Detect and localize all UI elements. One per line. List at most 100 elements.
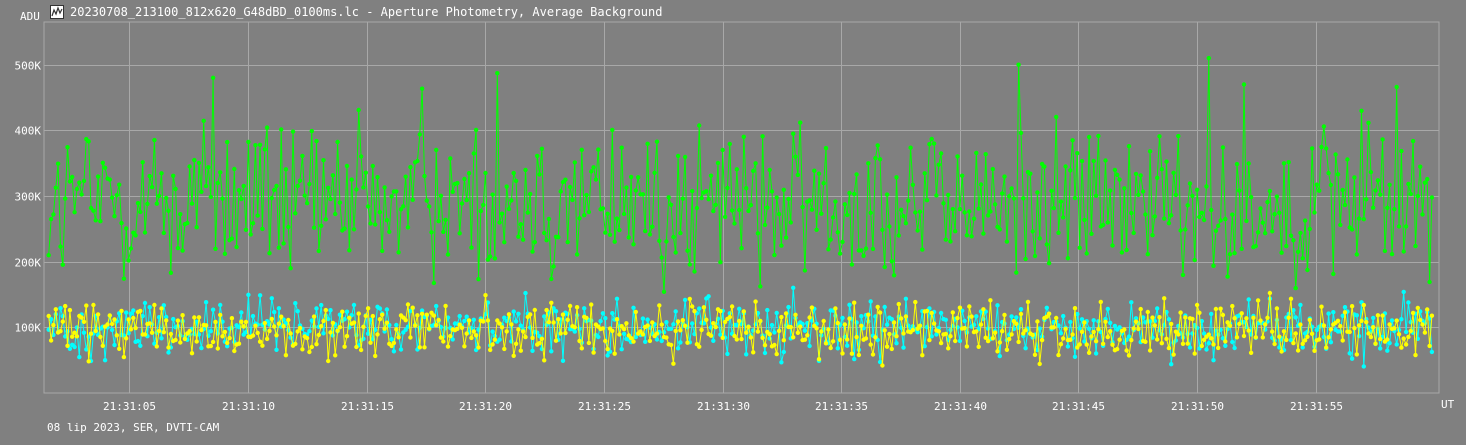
data-point [196, 160, 202, 166]
data-point [1309, 146, 1315, 151]
data-point [812, 168, 817, 173]
data-point [798, 120, 803, 125]
data-point [1185, 341, 1190, 346]
x-tick-label: 21:31:35 [815, 400, 868, 413]
data-point [218, 312, 223, 318]
data-point [464, 314, 469, 319]
data-point [1166, 221, 1172, 226]
data-point [276, 306, 282, 311]
data-point [758, 318, 763, 324]
data-point [344, 163, 350, 169]
data-point [816, 357, 822, 362]
data-point [807, 315, 812, 320]
series-1 [46, 55, 1435, 294]
data-point [605, 211, 610, 216]
data-point [692, 269, 697, 274]
data-point [774, 351, 779, 357]
data-point [1176, 133, 1181, 139]
data-point [718, 309, 723, 314]
data-point [319, 302, 324, 308]
data-point [1352, 326, 1357, 331]
data-point [1211, 358, 1216, 363]
data-point [1427, 279, 1432, 285]
data-point [516, 234, 521, 239]
data-point [213, 246, 218, 251]
data-point [1199, 210, 1205, 215]
data-point [178, 212, 183, 217]
data-point [1298, 302, 1303, 308]
data-point [434, 147, 439, 153]
data-point [680, 196, 685, 201]
data-point [673, 250, 678, 255]
data-point [631, 242, 636, 247]
data-point [708, 333, 714, 338]
x-axis-unit-label: UT [1441, 398, 1455, 411]
data-point [1018, 311, 1024, 317]
data-point [1220, 145, 1226, 150]
data-point [1248, 350, 1254, 355]
data-point [774, 195, 779, 200]
data-point [1103, 158, 1108, 163]
data-point [847, 190, 852, 196]
data-point [279, 314, 284, 319]
data-point [1082, 217, 1087, 223]
data-point [1178, 310, 1183, 315]
data-point [744, 352, 749, 357]
data-point [685, 248, 690, 253]
data-point [1399, 317, 1404, 322]
data-point [1192, 257, 1197, 263]
data-point [438, 335, 444, 340]
data-point [311, 314, 317, 319]
data-point [950, 310, 955, 315]
data-point [1190, 193, 1195, 199]
data-point [1300, 256, 1305, 261]
data-point [577, 326, 582, 332]
data-point [1291, 340, 1296, 346]
data-point [1239, 311, 1244, 316]
data-point [396, 335, 401, 340]
data-point [1361, 364, 1367, 369]
data-point [962, 325, 967, 331]
x-tick-label: 21:31:50 [1171, 400, 1224, 413]
data-point [337, 312, 343, 317]
data-point [995, 303, 1000, 308]
data-point [405, 302, 411, 307]
data-point [1061, 313, 1066, 319]
data-point [504, 329, 509, 334]
data-point [274, 347, 279, 352]
data-point [1248, 194, 1254, 200]
data-point [645, 323, 650, 328]
data-point [389, 194, 394, 199]
data-point [922, 171, 927, 176]
data-point [1115, 346, 1120, 352]
data-point [199, 345, 204, 351]
data-point [574, 305, 580, 310]
data-point [802, 337, 808, 342]
data-point [553, 309, 559, 314]
data-point [1108, 329, 1113, 334]
data-point [955, 315, 960, 321]
data-point [215, 180, 220, 186]
data-point [1274, 194, 1280, 199]
data-point [1267, 290, 1273, 296]
data-point [288, 266, 293, 271]
data-point [229, 316, 235, 321]
data-point [335, 328, 340, 333]
data-point [628, 335, 634, 341]
data-point [502, 315, 507, 320]
data-point [854, 334, 859, 340]
data-point [257, 339, 263, 344]
data-point [1241, 333, 1247, 339]
data-point [358, 154, 364, 159]
series-layer [46, 55, 1435, 369]
data-point [798, 324, 803, 329]
data-point [983, 335, 988, 340]
data-point [1415, 305, 1421, 311]
data-point [1331, 310, 1336, 315]
data-point [1399, 148, 1404, 154]
y-tick-label: 100K [15, 322, 42, 335]
data-point [1342, 305, 1348, 310]
data-point [173, 337, 178, 343]
data-point [1115, 172, 1120, 177]
